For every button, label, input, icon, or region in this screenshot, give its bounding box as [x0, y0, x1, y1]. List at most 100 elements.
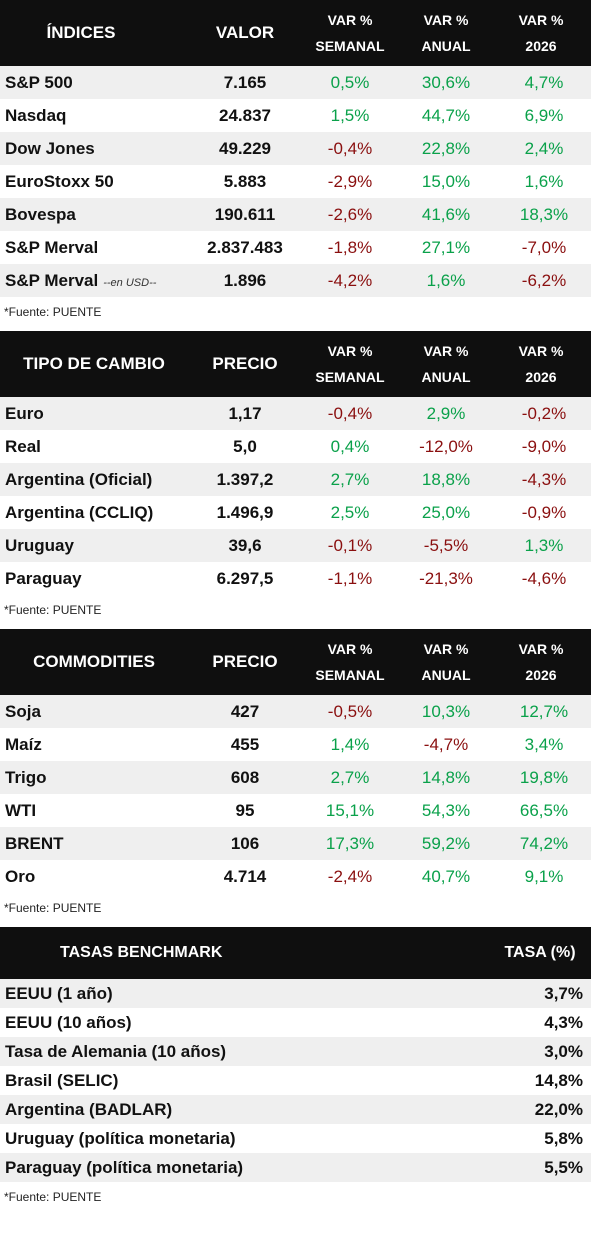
- commodities-col-weekly-a: VAR %: [327, 641, 373, 657]
- fx-col-ytd-b: 2026: [525, 369, 557, 385]
- rates-rows: EEUU (1 año) 3,7% EEUU (10 años) 4,3% Tasa d…: [0, 979, 591, 1182]
- cell-annual: -21,3%: [419, 569, 473, 588]
- table-row: BRENT 106 17,3% 59,2% 74,2%: [0, 827, 591, 860]
- row-name: Uruguay: [5, 529, 74, 562]
- indices-col-weekly-a: VAR %: [327, 12, 373, 28]
- cell-ytd: 74,2%: [519, 834, 569, 853]
- cell-weekly: -0,4%: [327, 404, 373, 423]
- row-name-text: Dow Jones: [5, 139, 95, 158]
- cell-ytd: 6,9%: [524, 106, 564, 125]
- cell-ytd: -9,0%: [521, 437, 567, 456]
- row-name: EEUU (10 años): [5, 1013, 132, 1032]
- rates-source: *Fuente: PUENTE: [4, 1190, 102, 1204]
- indices-section: ÍNDICES VALOR VAR % SEMANAL VAR % ANUAL …: [0, 0, 591, 331]
- cell-ytd: -6,2%: [521, 271, 567, 290]
- fx-col-annual-a: VAR %: [423, 343, 469, 359]
- indices-col-weekly-b: SEMANAL: [315, 38, 385, 54]
- cell-weekly: 2,7%: [330, 768, 370, 787]
- cell-annual: 59,2%: [421, 834, 471, 853]
- table-row: Paraguay (política monetaria) 5,5%: [0, 1153, 591, 1182]
- indices-col-annual-b: ANUAL: [421, 38, 471, 54]
- cell-value: 24.837: [219, 106, 271, 125]
- commodities-col-name: COMMODITIES: [33, 652, 155, 671]
- row-name: Uruguay (política monetaria): [5, 1129, 236, 1148]
- row-name-text: Maíz: [5, 735, 42, 754]
- row-name-text: Argentina (Oficial): [5, 470, 153, 489]
- cell-value: 6.297,5: [216, 569, 274, 588]
- cell-value: 95: [235, 801, 255, 820]
- row-subnote: --en USD--: [103, 277, 157, 289]
- row-name: Argentina (Oficial): [5, 463, 152, 496]
- commodities-header: COMMODITIES PRECIO VAR % SEMANAL VAR % A…: [0, 629, 591, 695]
- cell-value: 1.496,9: [216, 503, 274, 522]
- cell-annual: 44,7%: [421, 106, 471, 125]
- row-name: Trigo: [5, 761, 47, 794]
- table-row: Euro 1,17 -0,4% 2,9% -0,2%: [0, 397, 591, 430]
- cell-value: 427: [230, 702, 260, 721]
- row-name-text: WTI: [5, 801, 37, 820]
- table-row: Dow Jones 49.229 -0,4% 22,8% 2,4%: [0, 132, 591, 165]
- cell-weekly: 0,4%: [330, 437, 370, 456]
- row-name-text: Soja: [5, 702, 41, 721]
- cell-ytd: -0,2%: [521, 404, 567, 423]
- cell-ytd: 3,4%: [524, 735, 564, 754]
- cell-value: 1,17: [228, 404, 262, 423]
- cell-ytd: 1,3%: [524, 536, 564, 555]
- indices-header: ÍNDICES VALOR VAR % SEMANAL VAR % ANUAL …: [0, 0, 591, 66]
- cell-annual: 2,9%: [426, 404, 466, 423]
- cell-weekly: 2,7%: [330, 470, 370, 489]
- cell-rate: 22,0%: [534, 1100, 583, 1119]
- row-name: Real: [5, 430, 41, 463]
- table-row: Paraguay 6.297,5 -1,1% -21,3% -4,6%: [0, 562, 591, 595]
- cell-weekly: 17,3%: [325, 834, 375, 853]
- cell-ytd: 1,6%: [524, 172, 564, 191]
- cell-value: 5.883: [223, 172, 267, 191]
- table-row: Tasa de Alemania (10 años) 3,0%: [0, 1037, 591, 1066]
- cell-weekly: -0,4%: [327, 139, 373, 158]
- cell-weekly: 1,5%: [330, 106, 370, 125]
- cell-ytd: 12,7%: [519, 702, 569, 721]
- cell-ytd: 4,7%: [524, 73, 564, 92]
- commodities-section: COMMODITIES PRECIO VAR % SEMANAL VAR % A…: [0, 629, 591, 927]
- row-name: Oro: [5, 860, 35, 893]
- cell-annual: 14,8%: [421, 768, 471, 787]
- cell-weekly: 0,5%: [330, 73, 370, 92]
- row-name: BRENT: [5, 827, 64, 860]
- cell-value: 39,6: [228, 536, 262, 555]
- cell-annual: 25,0%: [421, 503, 471, 522]
- fx-header: TIPO DE CAMBIO PRECIO VAR % SEMANAL VAR …: [0, 331, 591, 397]
- table-row: S&P 500 7.165 0,5% 30,6% 4,7%: [0, 66, 591, 99]
- row-name-text: BRENT: [5, 834, 64, 853]
- cell-value: 608: [230, 768, 260, 787]
- table-row: WTI 95 15,1% 54,3% 66,5%: [0, 794, 591, 827]
- cell-weekly: -1,1%: [327, 569, 373, 588]
- fx-col-weekly-b: SEMANAL: [315, 369, 385, 385]
- table-row: EEUU (10 años) 4,3%: [0, 1008, 591, 1037]
- rates-col-value: TASA (%): [504, 944, 576, 961]
- fx-col-name: TIPO DE CAMBIO: [23, 354, 165, 373]
- cell-rate: 3,0%: [544, 1042, 583, 1061]
- commodities-col-value: PRECIO: [212, 652, 278, 671]
- cell-weekly: -4,2%: [327, 271, 373, 290]
- commodities-col-ytd-a: VAR %: [518, 641, 564, 657]
- row-name-text: Oro: [5, 867, 36, 886]
- row-name: Brasil (SELIC): [5, 1071, 119, 1090]
- row-name-text: S&P Merval: [5, 271, 99, 290]
- table-row: Trigo 608 2,7% 14,8% 19,8%: [0, 761, 591, 794]
- table-row: Argentina (CCLIQ) 1.496,9 2,5% 25,0% -0,9%: [0, 496, 591, 529]
- cell-weekly: 1,4%: [330, 735, 370, 754]
- table-row: Soja 427 -0,5% 10,3% 12,7%: [0, 695, 591, 728]
- cell-annual: 22,8%: [421, 139, 471, 158]
- table-row: Bovespa 190.611 -2,6% 41,6% 18,3%: [0, 198, 591, 231]
- cell-annual: 18,8%: [421, 470, 471, 489]
- cell-weekly: -0,5%: [327, 702, 373, 721]
- cell-value: 49.229: [219, 139, 271, 158]
- row-name: EEUU (1 año): [5, 984, 113, 1003]
- fx-col-ytd-a: VAR %: [518, 343, 564, 359]
- indices-source: *Fuente: PUENTE: [4, 305, 102, 319]
- row-name: Paraguay: [5, 562, 82, 595]
- row-name-text: Bovespa: [5, 205, 76, 224]
- cell-annual: -4,7%: [423, 735, 469, 754]
- fx-source: *Fuente: PUENTE: [4, 603, 102, 617]
- fx-rows: Euro 1,17 -0,4% 2,9% -0,2% Real 5,0 0,4% -12,0% -…: [0, 397, 591, 595]
